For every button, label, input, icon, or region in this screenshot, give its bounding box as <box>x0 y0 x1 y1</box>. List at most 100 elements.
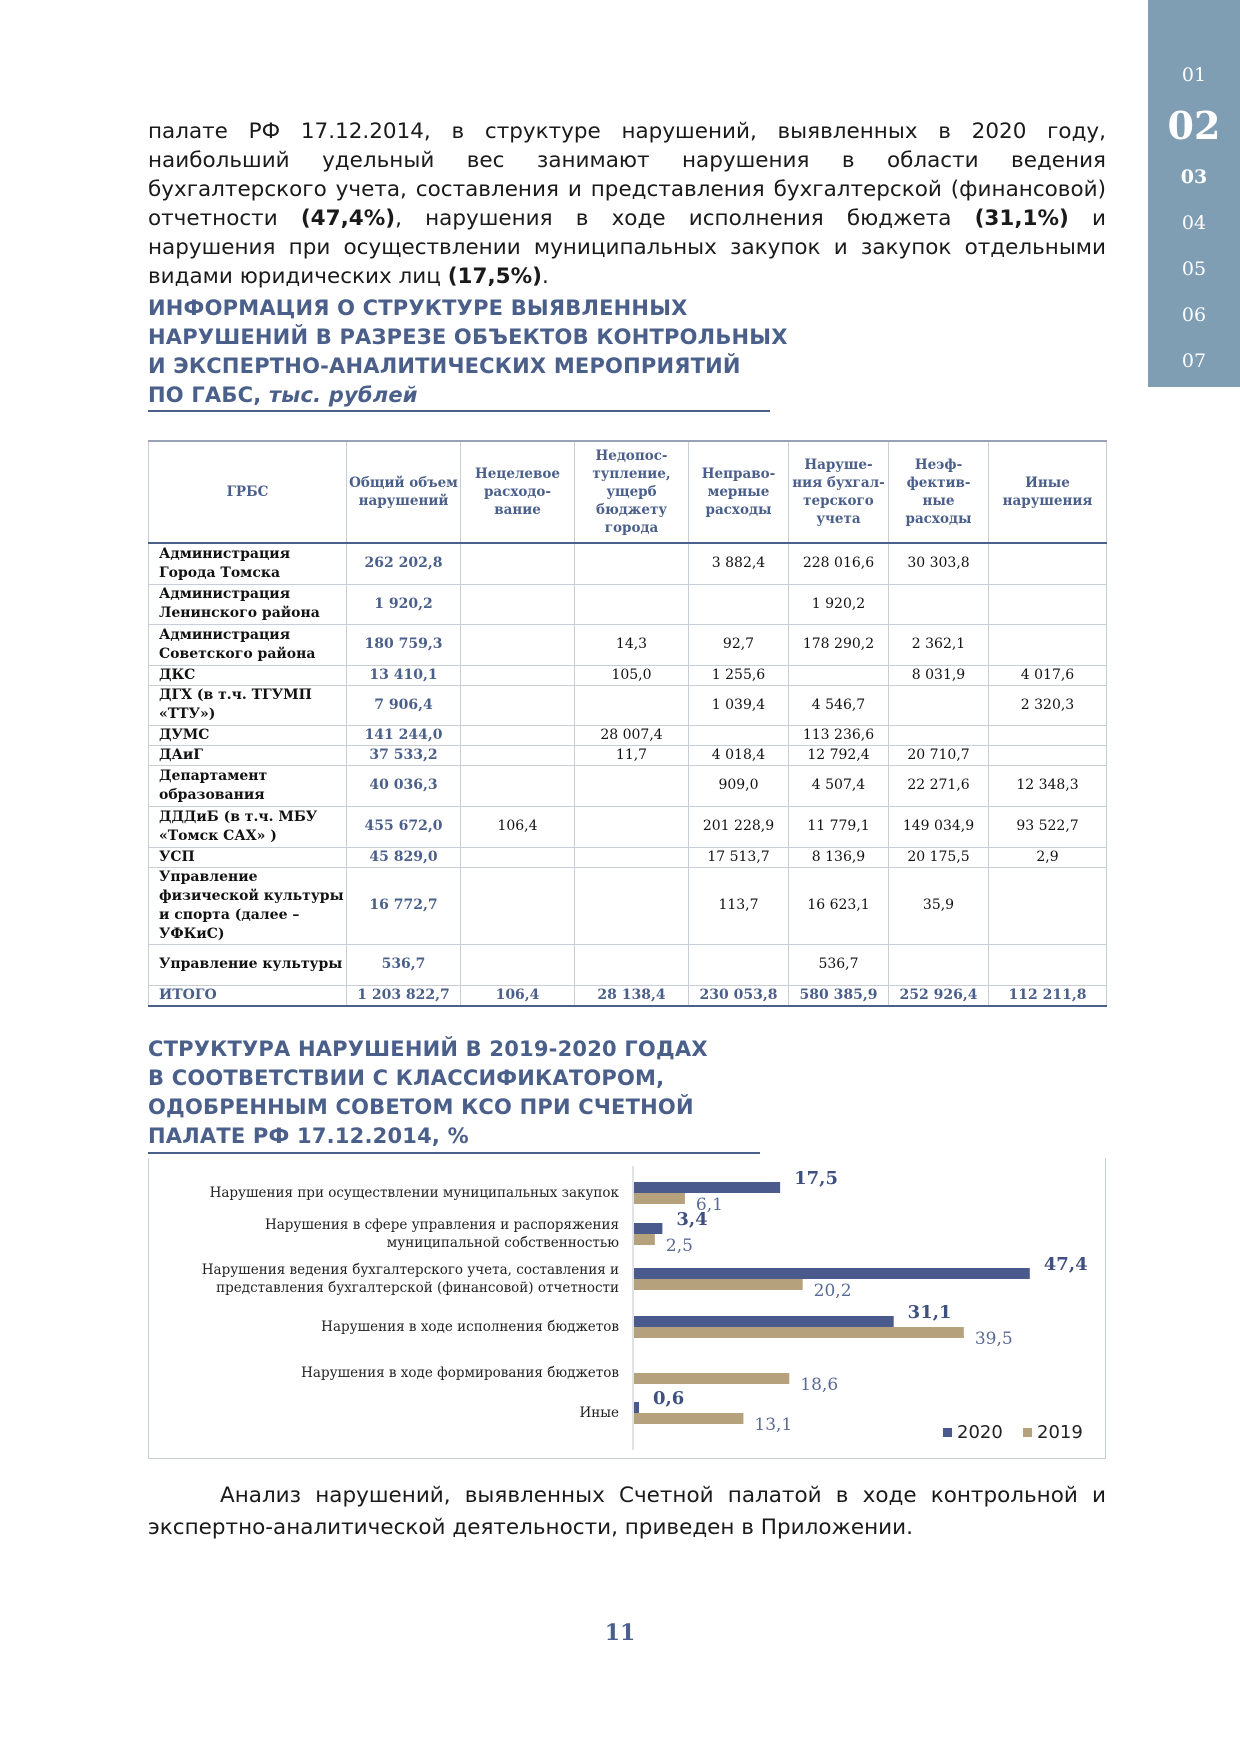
data-label-2019: 13,1 <box>754 1415 792 1435</box>
value-cell: 106,4 <box>460 805 575 848</box>
category-label: Нарушения в ходе исполнения бюджетов <box>321 1319 619 1335</box>
value-cell: 20 175,5 <box>888 846 989 868</box>
total-label-cell: ИТОГО <box>148 984 347 1007</box>
value-cell: 178 290,2 <box>788 623 889 666</box>
data-label-2020: 31,1 <box>908 1302 952 1323</box>
col-header: Неправо- мерные расходы <box>688 441 789 543</box>
data-label-2020: 3,4 <box>676 1209 707 1230</box>
value-cell: 40 036,3 <box>346 764 461 807</box>
nav-item-05[interactable]: 05 <box>1181 258 1207 280</box>
category-label: Иные <box>579 1405 619 1421</box>
nav-item-03[interactable]: 03 <box>1180 166 1208 188</box>
value-cell <box>888 684 989 726</box>
value-cell: 201 228,9 <box>688 805 789 848</box>
table-row: Управление физической культуры и спорта … <box>148 866 1107 945</box>
value-cell <box>574 583 689 625</box>
col-header: Неэф- фектив- ные расходы <box>888 441 989 543</box>
data-label-2020: 17,5 <box>794 1168 838 1189</box>
value-cell: 1 920,2 <box>788 583 889 625</box>
nav-item-02[interactable]: 02 <box>1167 103 1221 148</box>
col-header: Общий объем нарушений <box>346 441 461 543</box>
nav-item-04[interactable]: 04 <box>1181 212 1207 234</box>
row-name-cell: ДГХ (в т.ч. ТГУМП «ТТУ») <box>148 684 347 726</box>
value-cell: 455 672,0 <box>346 805 461 848</box>
value-cell <box>460 724 575 746</box>
data-label-2020: 47,4 <box>1044 1254 1088 1275</box>
value-cell: 113,7 <box>688 866 789 945</box>
value-cell <box>688 724 789 746</box>
value-cell <box>988 744 1107 766</box>
table-row: ДДДиБ (в т.ч. МБУ «Томск САХ» ) 455 672,0… <box>148 805 1107 848</box>
total-value-cell: 112 211,8 <box>988 984 1107 1007</box>
bar-2020 <box>634 1268 1030 1279</box>
total-value-cell: 1 203 822,7 <box>346 984 461 1007</box>
value-cell <box>460 943 575 986</box>
legend-label-2020: 2020 <box>957 1422 1003 1443</box>
value-cell: 4 546,7 <box>788 684 889 726</box>
value-cell: 536,7 <box>788 943 889 986</box>
table-row: Управление культуры 536,7 536,7 <box>148 943 1107 986</box>
table-row: Администрация Советского района 180 759,3… <box>148 623 1107 666</box>
value-cell: 262 202,8 <box>346 542 461 585</box>
value-cell <box>460 764 575 807</box>
intro-paragraph: палате РФ 17.12.2014, в структуре наруше… <box>148 119 1107 289</box>
bar-2020 <box>634 1402 640 1413</box>
row-name-cell: Управление физической культуры и спорта … <box>148 866 347 945</box>
table-row: ДАиГ 37 533,2 11,7 4 018,4 12 792,4 20 710,7 <box>148 744 1107 766</box>
table-row: ДУМС 141 244,0 28 007,4 113 236,6 <box>148 724 1107 746</box>
value-cell <box>460 664 575 686</box>
bar-2020 <box>634 1316 894 1327</box>
row-name-cell: ДКС <box>148 664 347 686</box>
nav-item-06[interactable]: 06 <box>1181 304 1207 326</box>
value-cell: 180 759,3 <box>346 623 461 666</box>
value-cell: 105,0 <box>574 664 689 686</box>
chart-section-title: СТРУКТУРА НАРУШЕНИЙ В 2019-2020 ГОДАХ В … <box>148 1037 708 1148</box>
value-cell: 37 533,2 <box>346 744 461 766</box>
value-cell: 30 303,8 <box>888 542 989 585</box>
nav-item-07[interactable]: 07 <box>1181 350 1207 372</box>
value-cell: 28 007,4 <box>574 724 689 746</box>
value-cell: 2 320,3 <box>988 684 1107 726</box>
value-cell <box>888 583 989 625</box>
value-cell <box>988 623 1107 666</box>
table-header-row: ГРБС Общий объем нарушений Нецелевое рас… <box>148 441 1107 543</box>
value-cell: 14,3 <box>574 623 689 666</box>
bar-2019 <box>634 1327 964 1338</box>
data-label-2019: 20,2 <box>814 1281 852 1301</box>
value-cell: 17 513,7 <box>688 846 789 868</box>
value-cell <box>574 764 689 807</box>
category-label: Нарушения ведения бухгалтерского учета, … <box>202 1262 619 1278</box>
value-cell <box>574 542 689 585</box>
row-name-cell: Департамент образования <box>148 764 347 807</box>
value-cell: 1 255,6 <box>688 664 789 686</box>
value-cell <box>888 724 989 746</box>
value-cell: 141 244,0 <box>346 724 461 746</box>
category-label: муниципальной собственностью <box>387 1235 619 1251</box>
category-label: Нарушения в ходе формирования бюджетов <box>301 1365 619 1381</box>
nav-item-01[interactable]: 01 <box>1181 64 1207 86</box>
data-label-2019: 6,1 <box>696 1195 723 1215</box>
value-cell: 16 772,7 <box>346 866 461 945</box>
bar-2019 <box>634 1279 803 1290</box>
value-cell <box>988 866 1107 945</box>
value-cell: 4 018,4 <box>688 744 789 766</box>
value-cell <box>988 943 1107 986</box>
value-cell <box>788 664 889 686</box>
row-name-cell: ДУМС <box>148 724 347 746</box>
value-cell: 8 031,9 <box>888 664 989 686</box>
category-label: Нарушения в сфере управления и распоряже… <box>265 1217 619 1233</box>
value-cell: 8 136,9 <box>788 846 889 868</box>
value-cell <box>988 724 1107 746</box>
value-cell: 20 710,7 <box>888 744 989 766</box>
chart-frame <box>148 1158 1106 1459</box>
value-cell <box>460 866 575 945</box>
value-cell: 45 829,0 <box>346 846 461 868</box>
value-cell: 35,9 <box>888 866 989 945</box>
value-cell: 7 906,4 <box>346 684 461 726</box>
value-cell: 11,7 <box>574 744 689 766</box>
value-cell: 13 410,1 <box>346 664 461 686</box>
value-cell: 228 016,6 <box>788 542 889 585</box>
page-number: 11 <box>604 1620 636 1646</box>
row-name-cell: УСП <box>148 846 347 868</box>
legend-swatch-2019 <box>1023 1428 1032 1437</box>
